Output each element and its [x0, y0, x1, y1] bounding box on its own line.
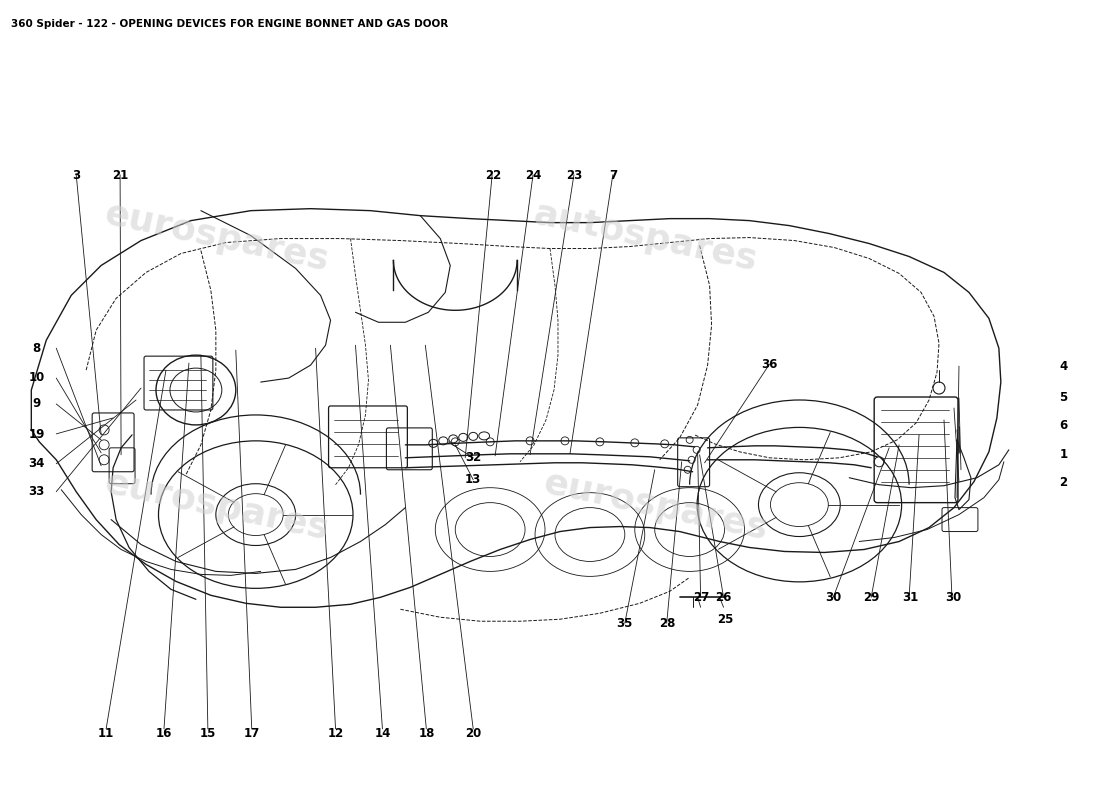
- Text: 21: 21: [112, 169, 128, 182]
- Text: 30: 30: [946, 591, 961, 604]
- Text: 28: 28: [659, 617, 675, 630]
- Text: 2: 2: [1059, 476, 1068, 489]
- Text: 6: 6: [1059, 419, 1068, 432]
- Text: 32: 32: [465, 451, 482, 464]
- Text: 9: 9: [32, 398, 41, 410]
- Text: 19: 19: [29, 428, 45, 441]
- Text: 17: 17: [243, 726, 260, 740]
- Text: 10: 10: [29, 371, 45, 384]
- Text: 8: 8: [32, 342, 41, 354]
- Text: 7: 7: [609, 169, 618, 182]
- Text: 20: 20: [465, 726, 482, 740]
- Text: 36: 36: [761, 358, 778, 370]
- Text: 11: 11: [98, 726, 113, 740]
- Text: eurospares: eurospares: [101, 466, 332, 546]
- Text: 13: 13: [465, 474, 482, 486]
- Text: 29: 29: [864, 591, 880, 604]
- Text: eurospares: eurospares: [540, 466, 771, 546]
- Text: 35: 35: [616, 617, 632, 630]
- Text: 31: 31: [902, 591, 918, 604]
- Text: 16: 16: [155, 726, 172, 740]
- Text: 360 Spider - 122 - OPENING DEVICES FOR ENGINE BONNET AND GAS DOOR: 360 Spider - 122 - OPENING DEVICES FOR E…: [11, 19, 449, 30]
- Text: 5: 5: [1059, 391, 1068, 404]
- Text: 22: 22: [485, 169, 502, 182]
- Text: 24: 24: [526, 169, 541, 182]
- Text: 1: 1: [1059, 448, 1068, 461]
- Text: 34: 34: [29, 458, 45, 470]
- Text: eurospares: eurospares: [101, 197, 332, 278]
- Text: 18: 18: [419, 726, 436, 740]
- Text: 33: 33: [29, 485, 45, 498]
- Text: 27: 27: [693, 591, 710, 604]
- Text: 3: 3: [72, 169, 80, 182]
- Text: 12: 12: [328, 726, 344, 740]
- Text: autospares: autospares: [530, 197, 760, 278]
- Text: 26: 26: [715, 591, 732, 604]
- Text: 14: 14: [375, 726, 392, 740]
- Text: 23: 23: [566, 169, 582, 182]
- Text: 15: 15: [199, 726, 216, 740]
- Text: 30: 30: [825, 591, 842, 604]
- Text: 25: 25: [717, 613, 734, 626]
- Text: 4: 4: [1059, 360, 1068, 373]
